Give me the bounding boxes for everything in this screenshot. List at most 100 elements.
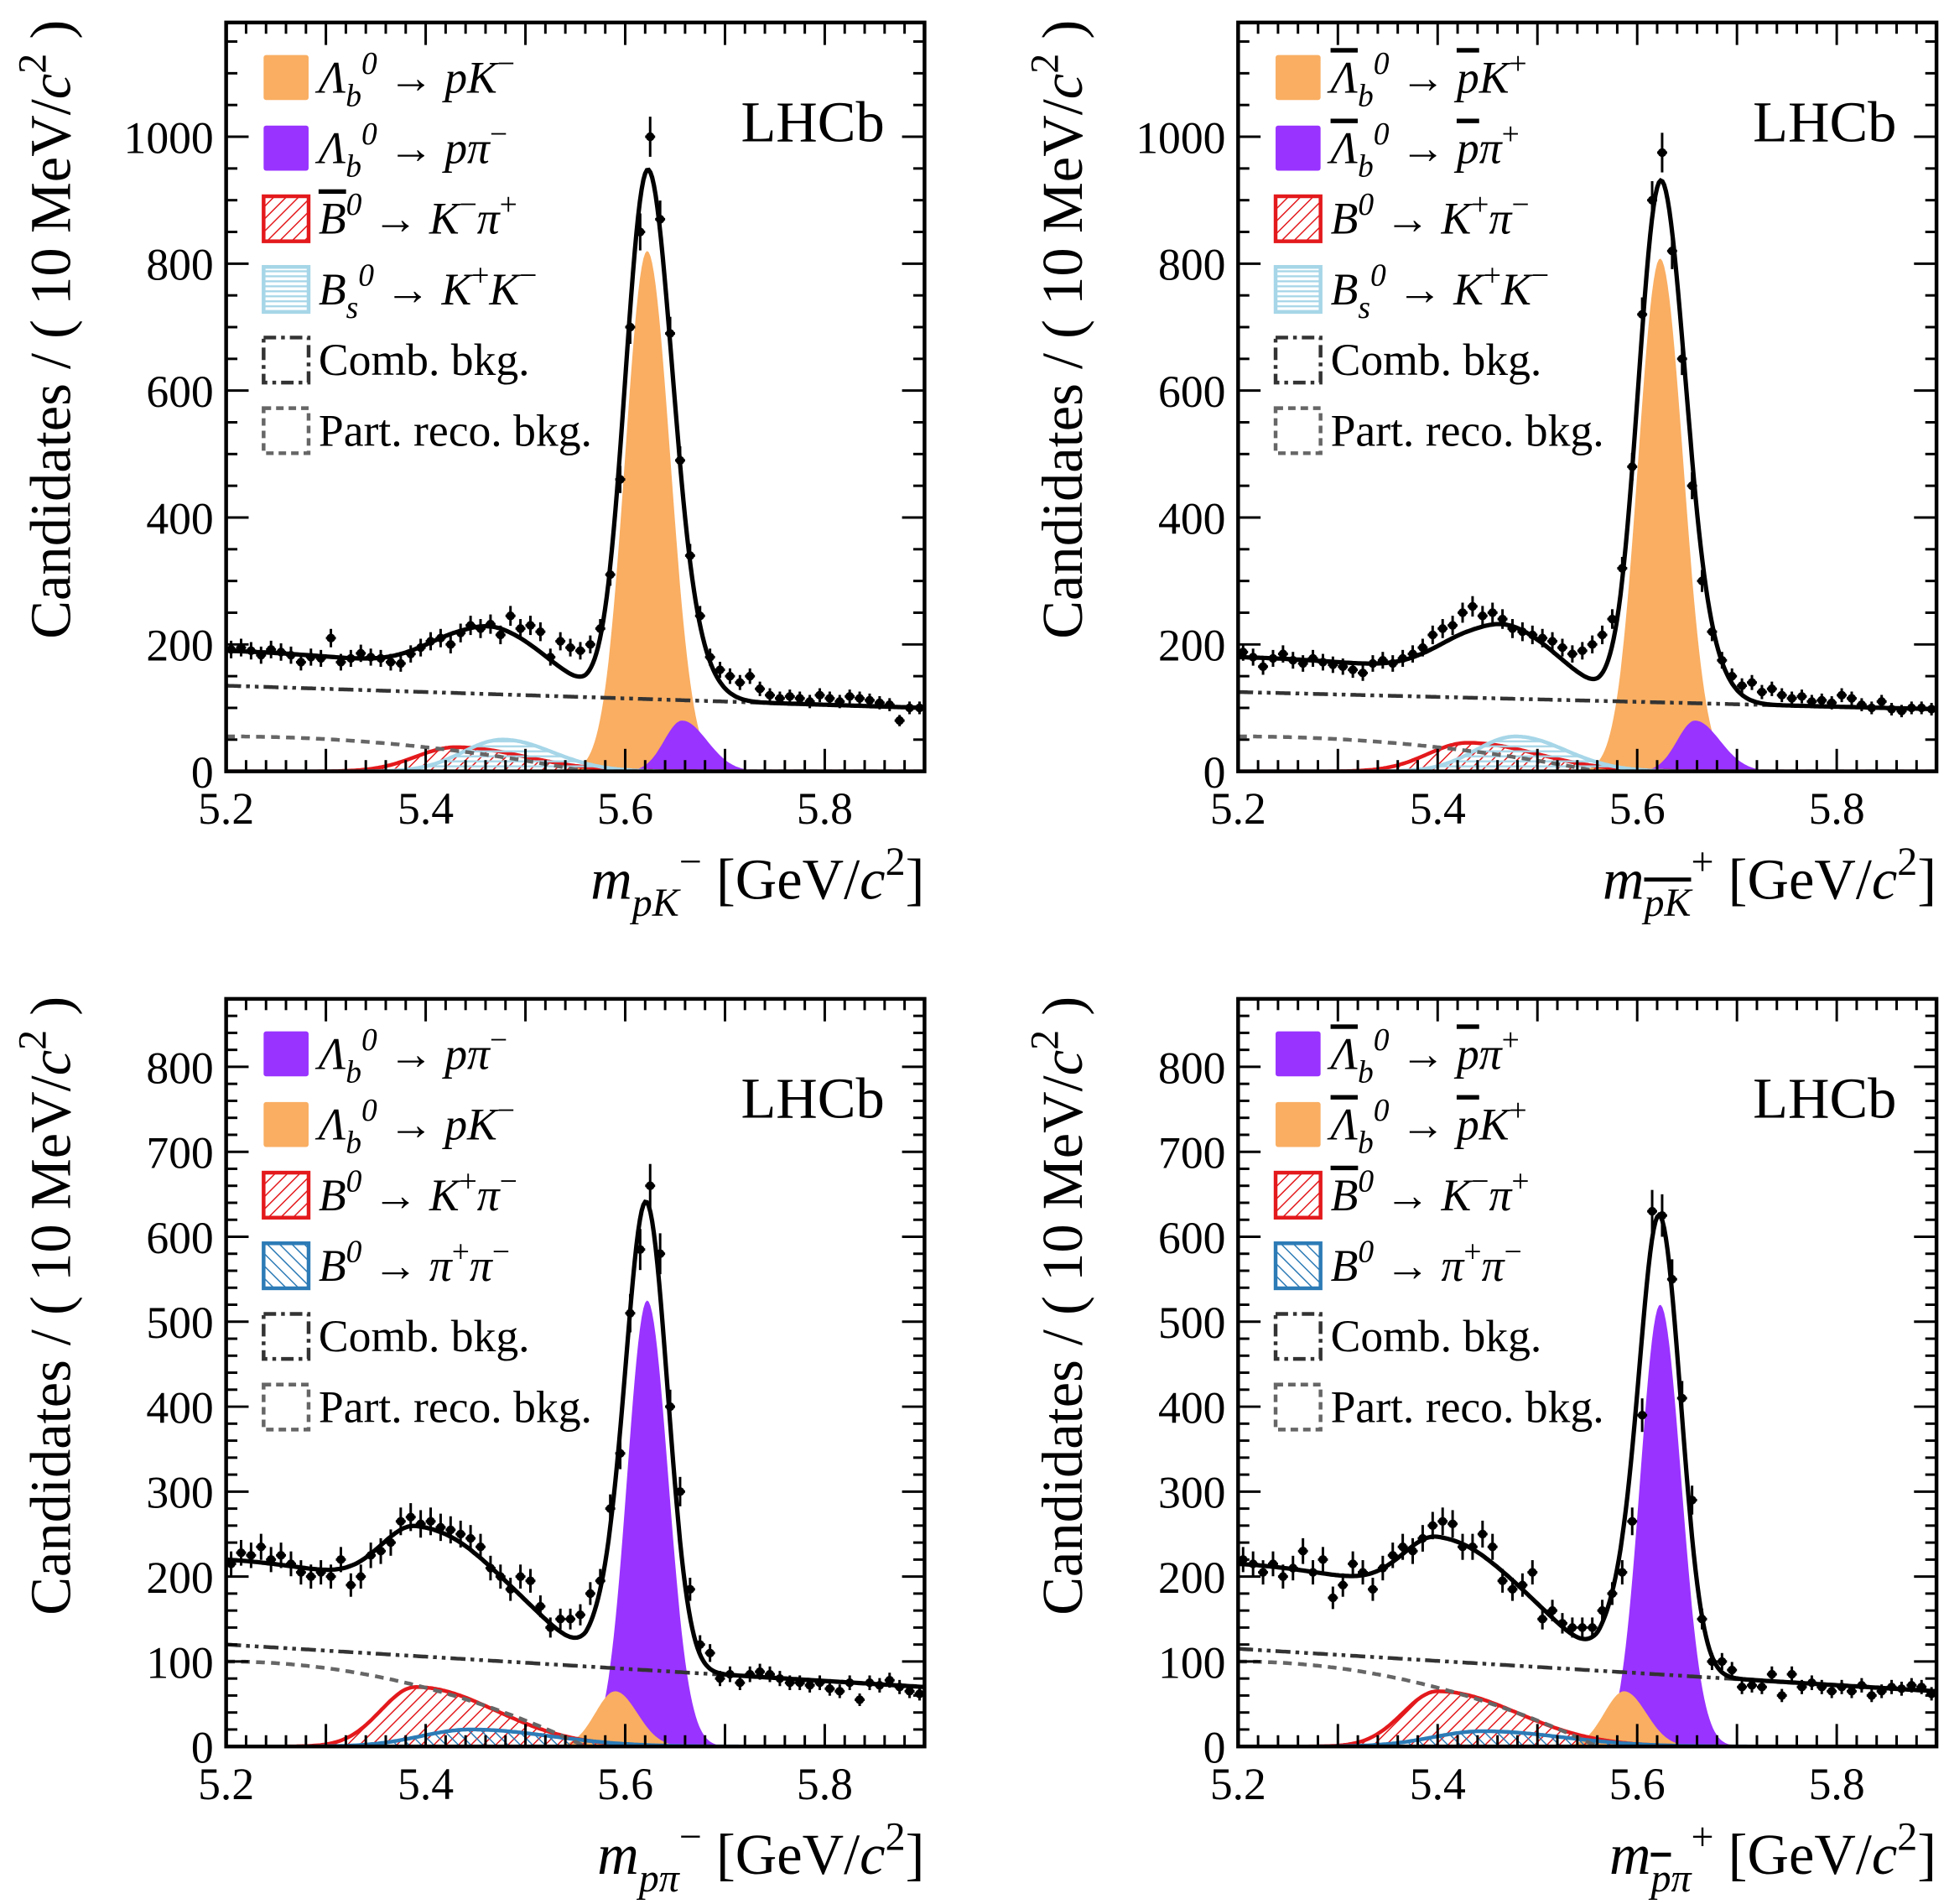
data-point (1517, 622, 1528, 642)
data-marker (1817, 695, 1827, 705)
component-bs_kk-outline (1238, 734, 1937, 772)
component-bs_kk-outline (226, 737, 925, 772)
label-segment: K (1441, 1170, 1474, 1220)
data-point (525, 1568, 536, 1593)
label-segment: 0 (1370, 258, 1386, 293)
legend-label: Part. reco. bkg. (319, 405, 592, 455)
data-marker (1258, 662, 1268, 672)
data-point (1837, 688, 1848, 703)
data-point (575, 1604, 585, 1626)
data-marker (446, 640, 455, 649)
data-marker (1807, 697, 1816, 706)
y-tick-label: 600 (1158, 367, 1225, 417)
data-marker (465, 621, 476, 630)
data-marker (1478, 1529, 1488, 1539)
legend-label: Bs0 → K+K− (1331, 258, 1549, 325)
label-segment: 0 (1374, 47, 1390, 81)
label-segment: pK (630, 881, 682, 925)
data-marker (526, 621, 535, 630)
data-point (1866, 701, 1877, 715)
label-segment: → (1374, 1170, 1441, 1220)
x-tick-label: 5.6 (1609, 783, 1666, 834)
label-segment: ] (906, 848, 925, 912)
y-axis-title: Candidates / ( 10 MeV/c2 ) (11, 996, 83, 1615)
legend-swatch (1273, 1382, 1323, 1432)
label-segment: ] (1917, 848, 1936, 912)
data-marker (516, 624, 525, 633)
data-point (1756, 1679, 1767, 1694)
data-point (1557, 1613, 1567, 1634)
legend-item-lb_pk: Λb0 → pK+ (1276, 1094, 1527, 1161)
legend-label: B0 → K−π+ (319, 188, 517, 244)
data-point (256, 646, 267, 664)
data-marker (1697, 576, 1707, 585)
experiment-label: LHCb (741, 90, 884, 153)
data-marker (1757, 687, 1767, 697)
legend-label: B0 → K−π+ (1331, 1164, 1530, 1220)
data-point (376, 649, 387, 668)
label-segment: m (597, 1823, 638, 1886)
data-point (1796, 689, 1807, 704)
legend-swatch (1276, 1101, 1321, 1147)
data-point (525, 616, 536, 636)
y-tick-label: 200 (146, 1553, 213, 1603)
data-marker (616, 475, 625, 484)
data-marker (1557, 1619, 1567, 1628)
data-point (1916, 701, 1927, 715)
data-marker (705, 653, 715, 662)
data-point (395, 1507, 406, 1536)
data-marker (1777, 1691, 1786, 1700)
legend-label: Λb0 → pπ− (314, 1023, 507, 1090)
data-point (246, 642, 257, 660)
y-tick-label: 1000 (1136, 112, 1225, 163)
data-marker (426, 1516, 435, 1527)
label-segment: → (1386, 264, 1453, 315)
data-point (415, 638, 426, 657)
data-marker (885, 1675, 894, 1685)
label-segment: π (477, 1170, 502, 1220)
data-marker (1418, 642, 1427, 653)
data-point (1637, 1398, 1648, 1433)
data-point (1637, 297, 1648, 332)
data-point (405, 645, 416, 663)
data-point (1737, 1679, 1748, 1694)
legend-label: B0 → π+π− (319, 1235, 510, 1291)
y-tick-label: 200 (1158, 1553, 1225, 1603)
data-marker (1767, 684, 1777, 694)
data-marker (1518, 1580, 1527, 1589)
label-segment: ) (1031, 996, 1094, 1030)
data-point (1328, 656, 1338, 674)
label-segment: π (1479, 1028, 1504, 1079)
label-segment: pπ (441, 1028, 491, 1079)
data-marker (1458, 1542, 1468, 1552)
data-marker (476, 1542, 486, 1552)
data-point (1687, 472, 1697, 500)
label-segment: Λ (314, 1028, 346, 1079)
label-segment: π (470, 1241, 494, 1291)
data-point (1607, 609, 1618, 629)
data-point (555, 632, 566, 651)
label-segment: Candidates / ( 10 MeV/ (1031, 98, 1094, 638)
data-point (315, 649, 326, 668)
x-tick-label: 5.6 (597, 783, 653, 834)
data-point (535, 622, 546, 642)
y-tick-label: 200 (1158, 621, 1225, 671)
data-marker (675, 455, 685, 466)
data-marker (746, 1669, 755, 1679)
data-point (1896, 705, 1907, 718)
data-marker (605, 1504, 615, 1513)
data-marker (1308, 1568, 1318, 1577)
label-segment: Comb. bkg. (319, 1311, 530, 1361)
data-point (865, 693, 875, 707)
data-point (1387, 1542, 1398, 1568)
legend-label: Bs0 → K+K− (319, 258, 537, 325)
legend-swatch (1273, 194, 1323, 243)
data-point (1607, 1582, 1618, 1605)
label-segment: π (1482, 1241, 1506, 1291)
data-point (1338, 658, 1349, 675)
data-marker (496, 1572, 506, 1581)
y-tick-label: 600 (146, 1213, 213, 1263)
data-point (1697, 1608, 1707, 1630)
data-marker (1308, 653, 1318, 663)
x-axis-title: mpπ+ [GeV/c2] (1609, 1814, 1936, 1900)
